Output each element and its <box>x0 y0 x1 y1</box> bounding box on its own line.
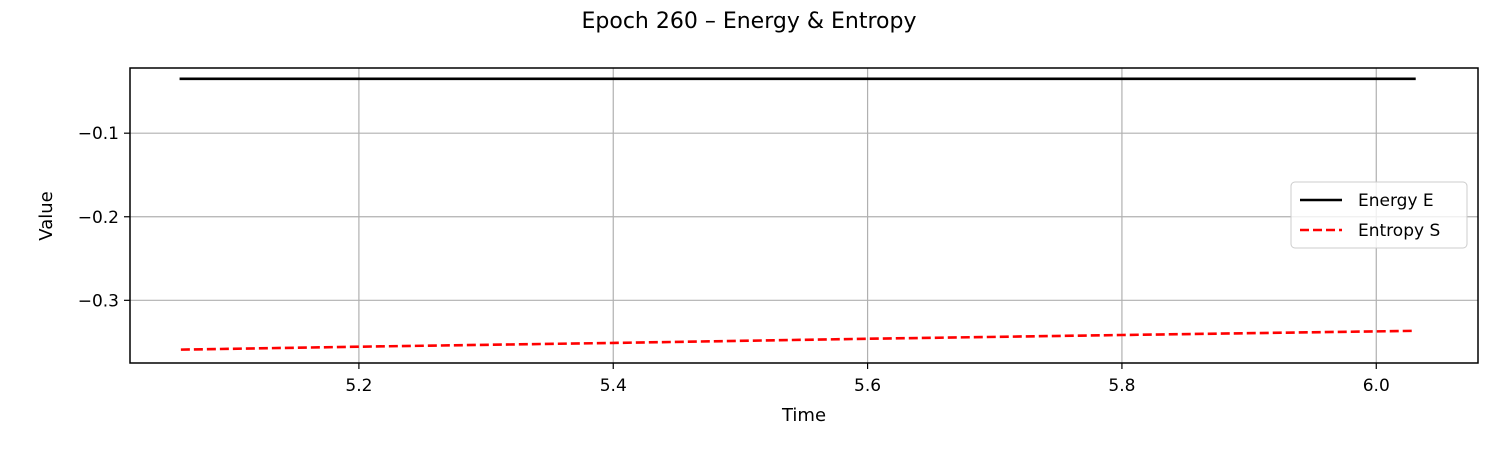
series-layer <box>179 77 1416 351</box>
x-tick-label: 5.6 <box>854 376 881 396</box>
x-tick-label: 5.8 <box>1108 376 1135 396</box>
y-tick-label: −0.1 <box>78 124 119 144</box>
legend: Energy E Entropy S <box>1290 181 1468 249</box>
legend-label: Energy E <box>1358 191 1434 211</box>
legend-items: Energy E Entropy S <box>1300 191 1440 241</box>
grid-layer <box>130 68 1478 363</box>
x-axis-label: Time <box>781 405 826 426</box>
plot-frame <box>129 67 1479 364</box>
x-tick-label: 5.4 <box>600 376 627 396</box>
tick-layer: 5.2 5.4 5.6 5.8 6.0 −0.1 −0.2 −0.3 <box>78 124 1390 396</box>
y-tick-label: −0.2 <box>78 208 119 228</box>
legend-label: Entropy S <box>1358 221 1440 241</box>
series-line-entropy <box>180 329 1415 351</box>
chart-title: Epoch 260 – Energy & Entropy <box>582 9 917 34</box>
y-axis-label: Value <box>36 191 57 240</box>
x-tick-label: 6.0 <box>1363 376 1390 396</box>
x-tick-label: 5.2 <box>345 376 372 396</box>
y-tick-label: −0.3 <box>78 291 119 311</box>
legend-box <box>1290 181 1468 249</box>
